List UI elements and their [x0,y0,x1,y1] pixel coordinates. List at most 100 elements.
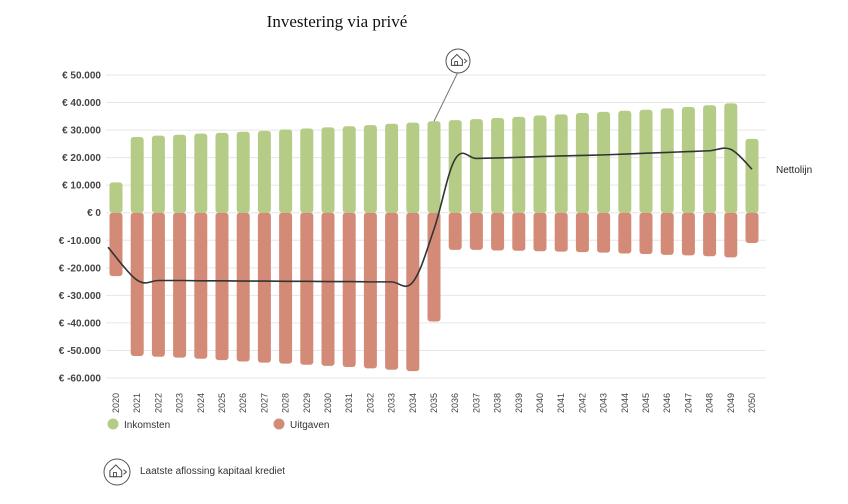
x-tick-label: 2023 [175,393,185,413]
income-bar [363,125,377,213]
x-tick-label: 2020 [111,393,121,413]
y-tick-label: € 10.000 [62,181,101,192]
net-line [107,147,753,288]
expense-bar [639,212,653,255]
income-bar [406,122,420,213]
income-bar [257,130,271,213]
expense-bar [533,212,547,252]
x-tick-label: 2035 [429,393,439,413]
net-line-group: Nettolijn [107,147,812,288]
expense-bar [469,212,483,250]
x-tick-label: 2045 [641,393,651,413]
income-bar [533,115,547,213]
x-tick-label: 2048 [705,393,715,413]
expense-bar [385,212,399,370]
y-tick-label: € 0 [87,208,101,219]
income-bar [448,120,462,213]
income-bar [173,134,187,213]
x-tick-label: 2024 [196,393,206,413]
y-tick-label: € 40.000 [62,98,101,109]
x-tick-label: 2033 [387,393,397,413]
x-tick-label: 2050 [747,393,757,413]
x-tick-label: 2036 [450,393,460,413]
income-bar [279,129,293,213]
income-bar [194,133,208,213]
bars [109,103,759,372]
x-tick-label: 2049 [726,393,736,413]
legend-label-annotation: Laatste aflossing kapitaal krediet [140,466,285,477]
income-bar [151,135,165,213]
expense-bar [554,212,568,252]
net-line-label: Nettolijn [776,165,812,176]
x-tick-label: 2042 [577,393,587,413]
expense-bar [597,212,611,253]
income-bar [385,123,399,213]
income-bar [491,117,505,213]
x-tick-label: 2029 [302,393,312,413]
x-tick-label: 2041 [556,393,566,413]
income-bar [427,121,441,213]
expense-bar [448,212,462,250]
expense-bar [406,212,420,372]
expense-bar [342,212,356,367]
x-tick-label: 2037 [471,393,481,413]
expense-bar [660,212,674,255]
x-tick-label: 2038 [493,393,503,413]
income-bar [300,128,314,213]
x-tick-label: 2040 [535,393,545,413]
expense-bar [109,212,123,277]
y-tick-label: € -10.000 [59,236,102,247]
x-tick-label: 2039 [514,393,524,413]
income-bar [618,110,632,213]
expense-bar [279,212,293,364]
x-tick-label: 2043 [599,393,609,413]
legend-swatch-inkomsten [107,418,119,430]
expense-bar [703,212,717,257]
y-tick-label: € -30.000 [59,291,102,302]
income-bar [321,127,335,213]
income-bar [703,105,717,213]
x-tick-label: 2027 [259,393,269,413]
expense-bar [575,212,589,253]
x-tick-label: 2025 [217,393,227,413]
expense-bar [724,212,738,258]
x-tick-label: 2030 [323,393,333,413]
income-bar [130,136,144,213]
y-tick-label: € 30.000 [62,126,101,137]
income-bar [236,131,250,213]
x-tick-label: 2044 [620,393,630,413]
x-tick-label: 2034 [408,393,418,413]
expense-bar [321,212,335,366]
income-bar [512,116,526,213]
income-bar [575,113,589,213]
y-tick-label: € -50.000 [59,346,102,357]
x-tick-label: 2021 [132,393,142,413]
income-bar [681,106,695,213]
expense-bar [215,212,229,361]
x-tick-label: 2028 [281,393,291,413]
x-tick-label: 2022 [153,393,163,413]
x-tick-label: 2032 [365,393,375,413]
x-tick-label: 2031 [344,393,354,413]
expense-bar [194,212,208,359]
expense-bar [173,212,187,358]
chart-title: Investering via privé [267,12,408,31]
expense-bar [130,212,144,356]
expense-bar [363,212,377,369]
legend-house-icon [103,458,131,486]
x-tick-label: 2047 [683,393,693,413]
income-bar [745,138,759,213]
expense-bar [491,212,505,251]
expense-bar [512,212,526,251]
expense-bar [236,212,250,362]
annotation [433,48,471,122]
y-tick-label: € 50.000 [62,71,101,82]
x-tick-label: 2046 [662,393,672,413]
expense-bar [257,212,271,363]
expense-bar [300,212,314,365]
y-tick-label: € -40.000 [59,318,102,329]
legend-label-inkomsten: Inkomsten [124,420,170,431]
expense-bar [618,212,632,254]
income-bar [554,114,568,213]
